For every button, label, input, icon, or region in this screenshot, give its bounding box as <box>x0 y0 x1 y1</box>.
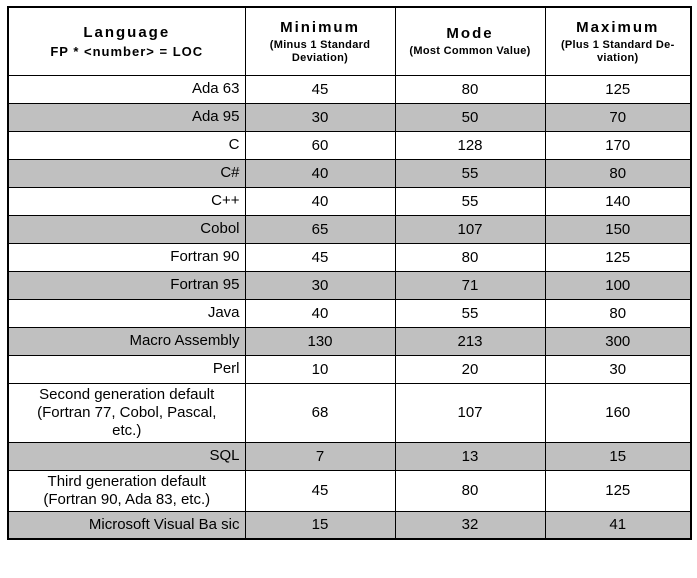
minimum-header-title: Minimum <box>280 18 360 36</box>
table-row: C# 40 55 80 <box>7 158 692 188</box>
minimum-cell: 30 <box>244 102 396 132</box>
table-row: Fortran 95 30 71 100 <box>7 270 692 300</box>
minimum-cell: 40 <box>244 298 396 328</box>
maximum-cell: 170 <box>544 130 692 160</box>
minimum-cell: 40 <box>244 158 396 188</box>
table-row: Third generation default (Fortran 90, Ad… <box>7 469 692 512</box>
table-row: Fortran 90 45 80 125 <box>7 242 692 272</box>
language-cell: Second generation default (Fortran 77, C… <box>7 382 246 443</box>
language-cell: Macro Assembly <box>7 326 246 356</box>
mode-cell: 32 <box>394 510 546 540</box>
mode-cell: 71 <box>394 270 546 300</box>
mode-header-subtitle: (Most Common Value) <box>409 45 531 58</box>
language-cell: Fortran 95 <box>7 270 246 300</box>
minimum-cell: 45 <box>244 242 396 272</box>
mode-header-title: Mode <box>446 25 494 43</box>
minimum-cell: 65 <box>244 214 396 244</box>
maximum-header-title: Maximum <box>576 18 660 36</box>
maximum-cell: 125 <box>544 74 692 104</box>
language-cell: Ada 95 <box>7 102 246 132</box>
table-row: Second generation default (Fortran 77, C… <box>7 382 692 443</box>
language-cell: Fortran 90 <box>7 242 246 272</box>
minimum-header-subtitle: (Minus 1 Standard Deviation) <box>269 38 371 64</box>
language-cell: Perl <box>7 354 246 384</box>
maximum-cell: 160 <box>544 382 692 443</box>
maximum-cell: 150 <box>544 214 692 244</box>
table-row: C++ 40 55 140 <box>7 186 692 216</box>
minimum-cell: 15 <box>244 510 396 540</box>
mode-cell: 50 <box>394 102 546 132</box>
table-row: Macro Assembly 130 213 300 <box>7 326 692 356</box>
column-header-mode: Mode (Most Common Value) <box>394 6 546 76</box>
minimum-cell: 7 <box>244 441 396 471</box>
mode-cell: 107 <box>394 214 546 244</box>
minimum-cell: 68 <box>244 382 396 443</box>
maximum-cell: 30 <box>544 354 692 384</box>
table-row: Microsoft Visual Ba sic 15 32 41 <box>7 510 692 540</box>
language-cell: Ada 63 <box>7 74 246 104</box>
language-cell: Cobol <box>7 214 246 244</box>
mode-cell: 55 <box>394 186 546 216</box>
table-body: Ada 63 45 80 125 Ada 95 30 50 70 C 60 12… <box>7 74 692 540</box>
maximum-cell: 125 <box>544 242 692 272</box>
table-row: Java 40 55 80 <box>7 298 692 328</box>
column-header-maximum: Maximum (Plus 1 Standard De- viation) <box>544 6 692 76</box>
mode-cell: 80 <box>394 74 546 104</box>
maximum-cell: 15 <box>544 441 692 471</box>
table-row: C 60 128 170 <box>7 130 692 160</box>
mode-cell: 213 <box>394 326 546 356</box>
maximum-cell: 140 <box>544 186 692 216</box>
maximum-cell: 70 <box>544 102 692 132</box>
table-row: Perl 10 20 30 <box>7 354 692 384</box>
language-header-subtitle: FP * <number> = LOC <box>50 43 204 59</box>
mode-cell: 55 <box>394 158 546 188</box>
minimum-cell: 30 <box>244 270 396 300</box>
language-cell: Third generation default (Fortran 90, Ad… <box>7 469 246 512</box>
maximum-cell: 80 <box>544 158 692 188</box>
table-row: SQL 7 13 15 <box>7 441 692 471</box>
minimum-cell: 40 <box>244 186 396 216</box>
maximum-header-subtitle: (Plus 1 Standard De- viation) <box>560 38 675 64</box>
language-cell: C <box>7 130 246 160</box>
maximum-cell: 300 <box>544 326 692 356</box>
minimum-cell: 45 <box>244 74 396 104</box>
mode-cell: 80 <box>394 469 546 512</box>
header-row: Language FP * <number> = LOC Minimum (Mi… <box>7 6 692 76</box>
language-cell: C# <box>7 158 246 188</box>
minimum-cell: 10 <box>244 354 396 384</box>
language-cell: C++ <box>7 186 246 216</box>
mode-cell: 20 <box>394 354 546 384</box>
minimum-cell: 45 <box>244 469 396 512</box>
maximum-cell: 125 <box>544 469 692 512</box>
maximum-cell: 41 <box>544 510 692 540</box>
minimum-cell: 60 <box>244 130 396 160</box>
table-row: Ada 63 45 80 125 <box>7 74 692 104</box>
table-row: Cobol 65 107 150 <box>7 214 692 244</box>
table-row: Ada 95 30 50 70 <box>7 102 692 132</box>
column-header-minimum: Minimum (Minus 1 Standard Deviation) <box>244 6 396 76</box>
language-cell: Java <box>7 298 246 328</box>
maximum-cell: 100 <box>544 270 692 300</box>
mode-cell: 128 <box>394 130 546 160</box>
maximum-cell: 80 <box>544 298 692 328</box>
mode-cell: 13 <box>394 441 546 471</box>
mode-cell: 55 <box>394 298 546 328</box>
language-header-title: Language <box>83 23 171 41</box>
language-cell: Microsoft Visual Ba sic <box>7 510 246 540</box>
mode-cell: 107 <box>394 382 546 443</box>
minimum-cell: 130 <box>244 326 396 356</box>
fp-loc-conversion-table: Language FP * <number> = LOC Minimum (Mi… <box>7 6 692 540</box>
mode-cell: 80 <box>394 242 546 272</box>
language-cell: SQL <box>7 441 246 471</box>
column-header-language: Language FP * <number> = LOC <box>7 6 246 76</box>
